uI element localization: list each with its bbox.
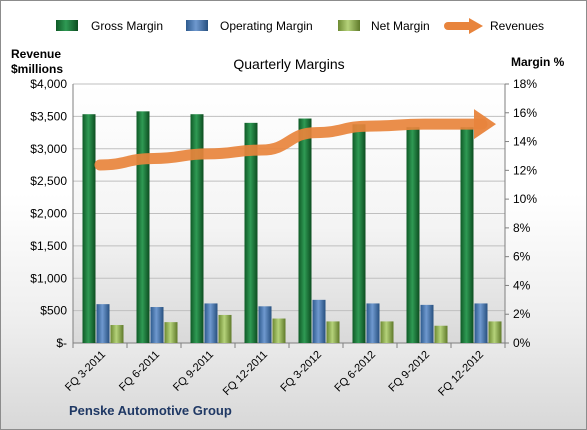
bar-net-margin [434, 325, 448, 343]
left-tick-label: $1,000 [30, 271, 67, 285]
category-label: FQ 12-2011 [221, 349, 270, 398]
category-label: FQ 6-2011 [117, 349, 162, 394]
right-tick-label: 16% [513, 106, 537, 120]
legend-label-gross-margin: Gross Margin [91, 19, 163, 33]
right-tick-label: 6% [513, 250, 531, 264]
left-axis-label-line2: $millions [11, 62, 63, 76]
bar-operating-margin [420, 304, 434, 343]
bar-gross-margin [352, 124, 366, 344]
bars [82, 111, 502, 344]
legend-label-operating-margin: Operating Margin [220, 19, 313, 33]
right-axis-label: Margin % [511, 55, 565, 69]
left-tick-label: $2,500 [30, 174, 67, 188]
revenue-arrowhead [474, 109, 496, 140]
bar-gross-margin [244, 122, 258, 343]
category-label: FQ 9-2012 [386, 349, 432, 395]
bar-gross-margin [82, 114, 96, 343]
bar-net-margin [218, 314, 232, 343]
category-label: FQ 12-2012 [436, 349, 486, 399]
legend-arrowhead-revenues [469, 18, 483, 34]
legend-label-net-margin: Net Margin [371, 19, 430, 33]
left-tick-label: $- [56, 336, 67, 350]
bar-operating-margin [258, 306, 272, 343]
category-label: FQ 3-2012 [278, 349, 324, 395]
bar-operating-margin [96, 304, 110, 343]
bar-operating-margin [150, 307, 164, 343]
right-tick-label: 10% [513, 192, 537, 206]
right-tick-label: 12% [513, 163, 537, 177]
legend-item-operating-margin: Operating Margin [186, 19, 313, 33]
legend-swatch-operating-margin [186, 20, 208, 31]
category-label: FQ 9-2011 [171, 349, 216, 394]
legend-swatch-gross-margin [56, 20, 78, 31]
revenue-line [94, 109, 496, 171]
bar-gross-margin [406, 127, 420, 344]
left-tick-label: $3,500 [30, 109, 67, 123]
legend: Gross Margin Operating Margin Net Margin… [56, 18, 544, 34]
bar-gross-margin [190, 114, 204, 343]
legend-item-net-margin: Net Margin [338, 19, 430, 33]
chart-title: Quarterly Margins [233, 56, 344, 72]
right-tick-label: 0% [513, 336, 531, 350]
bar-net-margin [326, 321, 340, 343]
bar-operating-margin [312, 299, 326, 343]
legend-swatch-net-margin [338, 20, 360, 31]
left-tick-label: $4,000 [30, 77, 67, 91]
bar-net-margin [488, 321, 502, 343]
right-axis-ticks: 0% 2% 4% 6% 8% 10% 12% 14% 16% 18% [505, 77, 537, 350]
bar-operating-margin [366, 303, 380, 343]
right-tick-label: 4% [513, 278, 531, 292]
revenue-line-path [94, 118, 488, 171]
legend-item-gross-margin: Gross Margin [56, 19, 163, 33]
legend-label-revenues: Revenues [490, 19, 544, 33]
right-tick-label: 18% [513, 77, 537, 91]
bar-operating-margin [204, 303, 218, 343]
right-tick-label: 2% [513, 307, 531, 321]
bar-gross-margin [136, 111, 150, 343]
category-label: FQ 6-2012 [332, 349, 378, 395]
left-tick-label: $500 [40, 304, 67, 318]
left-tick-label: $2,000 [30, 207, 67, 221]
bar-gross-margin [298, 118, 312, 344]
left-axis-label-line1: Revenue [11, 47, 61, 61]
category-label: FQ 3-2011 [63, 349, 108, 394]
bar-net-margin [110, 325, 124, 343]
right-tick-label: 8% [513, 221, 531, 235]
left-tick-label: $3,000 [30, 142, 67, 156]
bar-operating-margin [474, 303, 488, 343]
bar-gross-margin [460, 127, 474, 344]
bar-net-margin [272, 318, 286, 343]
right-tick-label: 14% [513, 135, 537, 149]
bar-net-margin [164, 322, 178, 343]
left-tick-label: $1,500 [30, 239, 67, 253]
legend-item-revenues: Revenues [444, 18, 544, 34]
company-name: Penske Automotive Group [69, 403, 232, 418]
left-axis-ticks: $- $500 $1,000 $1,500 $2,000 $2,500 $3,000 $3,5… [30, 77, 67, 350]
category-labels: FQ 3-2011 FQ 6-2011 FQ 9-2011 FQ 12-2011 FQ … [63, 349, 486, 399]
bar-net-margin [380, 321, 394, 343]
